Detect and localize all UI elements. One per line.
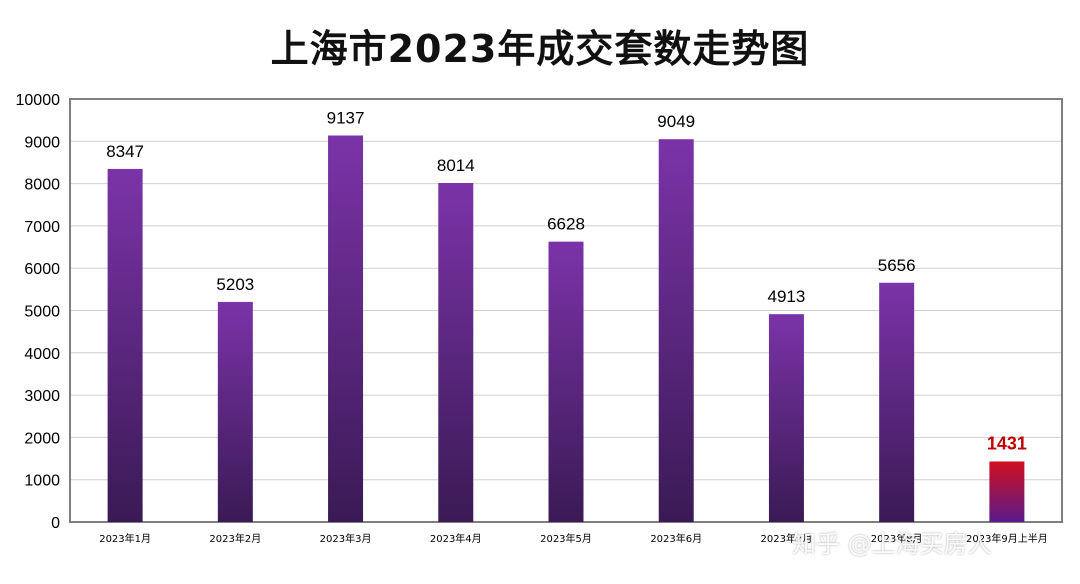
bar xyxy=(217,301,253,522)
bar xyxy=(438,183,474,522)
x-tick-label: 2023年7月 xyxy=(761,532,813,545)
y-tick-label: 6000 xyxy=(24,261,60,278)
y-tick-label: 8000 xyxy=(24,177,60,194)
bar xyxy=(548,241,584,522)
data-label: 8347 xyxy=(106,142,144,161)
bar xyxy=(879,282,915,522)
chart-title: 上海市2023年成交套数走势图 xyxy=(270,27,810,71)
x-tick-label: 2023年4月 xyxy=(430,532,482,545)
bar xyxy=(328,135,364,523)
x-tick-label: 2023年5月 xyxy=(540,532,592,545)
x-tick-label: 2023年6月 xyxy=(650,532,702,545)
y-tick-label: 3000 xyxy=(24,388,60,405)
data-label: 6628 xyxy=(547,215,585,234)
data-label: 1431 xyxy=(987,433,1027,453)
data-label: 9137 xyxy=(327,109,365,128)
data-label: 4913 xyxy=(768,287,806,306)
x-axis-ticks: 2023年1月 2023年2月 2023年3月 2023年4月 2023年5月 2023年… xyxy=(99,532,1048,545)
watermark: 知乎 @上海买房人 xyxy=(792,530,992,558)
bars xyxy=(107,135,1025,523)
y-tick-label: 0 xyxy=(51,515,60,532)
bar xyxy=(768,314,804,522)
bar xyxy=(658,139,694,522)
y-tick-label: 4000 xyxy=(24,346,60,363)
x-tick-label: 2023年8月 xyxy=(871,532,923,545)
x-tick-label: 2023年3月 xyxy=(320,532,372,545)
data-label: 5656 xyxy=(878,256,916,275)
y-tick-label: 10000 xyxy=(16,92,61,109)
data-label: 9049 xyxy=(657,112,695,131)
data-label: 5203 xyxy=(216,275,254,294)
y-tick-label: 5000 xyxy=(24,304,60,321)
y-tick-label: 7000 xyxy=(24,219,60,236)
x-tick-label: 2023年1月 xyxy=(99,532,151,545)
x-tick-label: 2023年2月 xyxy=(209,532,261,545)
y-tick-label: 1000 xyxy=(24,473,60,490)
y-tick-label: 9000 xyxy=(24,134,60,151)
x-tick-label: 2023年9月上半月 xyxy=(966,532,1048,545)
data-labels: 8347 5203 9137 8014 6628 9049 4913 5656 1431 xyxy=(106,109,1027,454)
bar xyxy=(989,461,1025,522)
y-axis-ticks: 0 1000 2000 3000 4000 5000 6000 7000 8000 9000 100… xyxy=(16,92,61,532)
data-label: 8014 xyxy=(437,156,475,175)
bar xyxy=(107,168,143,522)
y-tick-label: 2000 xyxy=(24,430,60,447)
